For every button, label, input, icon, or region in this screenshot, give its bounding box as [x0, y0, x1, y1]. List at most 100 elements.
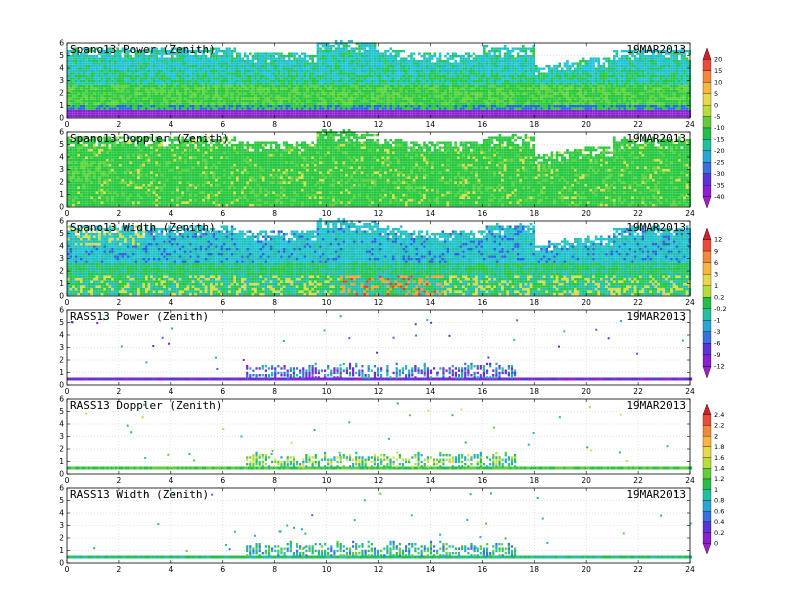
data-cell — [228, 52, 231, 54]
data-cell — [207, 70, 210, 72]
data-cell — [270, 97, 273, 99]
data-cell — [319, 112, 322, 114]
data-cell — [215, 85, 218, 87]
data-cell — [202, 57, 205, 59]
data-cell — [249, 75, 252, 77]
data-cell — [98, 110, 101, 112]
data-cell — [272, 105, 275, 107]
data-cell — [265, 62, 268, 64]
data-cell — [254, 110, 257, 112]
data-cell — [285, 62, 288, 64]
data-cell — [135, 82, 138, 84]
data-cell — [109, 112, 112, 114]
data-cell — [153, 112, 156, 114]
data-cell — [135, 70, 138, 72]
data-cell — [163, 105, 166, 107]
data-cell — [278, 55, 281, 57]
data-cell — [288, 110, 291, 112]
data-cell — [194, 65, 197, 67]
data-cell — [309, 87, 312, 89]
data-cell — [259, 95, 262, 97]
data-cell — [309, 90, 312, 92]
data-cell — [254, 87, 257, 89]
data-cell — [218, 87, 221, 89]
data-cell — [304, 110, 307, 112]
data-cell — [267, 72, 270, 74]
data-cell — [262, 102, 265, 104]
data-cell — [75, 102, 78, 104]
data-cell — [166, 115, 169, 117]
data-cell — [228, 60, 231, 62]
data-cell — [324, 92, 327, 94]
data-cell — [246, 115, 249, 117]
data-cell — [75, 60, 78, 62]
data-cell — [197, 115, 200, 117]
data-cell — [90, 65, 93, 67]
data-cell — [275, 102, 278, 104]
data-cell — [319, 97, 322, 99]
data-cell — [278, 85, 281, 87]
data-cell — [174, 62, 177, 64]
data-cell — [150, 82, 153, 84]
data-cell — [317, 90, 320, 92]
data-cell — [210, 95, 213, 97]
data-cell — [278, 102, 281, 104]
data-cell — [132, 65, 135, 67]
data-cell — [233, 82, 236, 84]
data-cell — [304, 92, 307, 94]
data-cell — [137, 67, 140, 69]
data-cell — [275, 85, 278, 87]
data-cell — [176, 115, 179, 117]
data-cell — [283, 95, 286, 97]
data-cell — [145, 85, 148, 87]
data-cell — [150, 110, 153, 112]
data-cell — [142, 102, 145, 104]
data-cell — [283, 62, 286, 64]
data-cell — [330, 75, 333, 77]
data-cell — [122, 57, 125, 59]
data-cell — [223, 77, 226, 79]
data-cell — [278, 72, 281, 74]
data-cell — [114, 107, 117, 109]
data-cell — [166, 62, 169, 64]
data-cell — [163, 57, 166, 59]
data-cell — [241, 102, 244, 104]
data-cell — [304, 85, 307, 87]
data-cell — [207, 62, 210, 64]
data-cell — [72, 95, 75, 97]
data-cell — [83, 102, 86, 104]
data-cell — [278, 80, 281, 82]
data-cell — [241, 82, 244, 84]
data-cell — [80, 60, 83, 62]
data-cell — [158, 105, 161, 107]
data-cell — [285, 60, 288, 62]
data-cell — [252, 70, 255, 72]
data-cell — [272, 112, 275, 114]
data-cell — [192, 112, 195, 114]
data-cell — [184, 100, 187, 102]
data-cell — [301, 100, 304, 102]
data-cell — [85, 100, 88, 102]
data-cell — [150, 67, 153, 69]
data-cell — [311, 92, 314, 94]
data-cell — [122, 80, 125, 82]
data-cell — [127, 97, 130, 99]
data-cell — [179, 115, 182, 117]
data-cell — [109, 90, 112, 92]
data-cell — [200, 60, 203, 62]
data-cell — [314, 105, 317, 107]
data-cell — [142, 62, 145, 64]
data-cell — [155, 102, 158, 104]
data-cell — [218, 92, 221, 94]
data-cell — [254, 52, 257, 54]
data-cell — [109, 107, 112, 109]
data-cell — [324, 105, 327, 107]
data-cell — [93, 97, 96, 99]
data-cell — [72, 110, 75, 112]
data-cell — [83, 60, 86, 62]
data-cell — [101, 90, 104, 92]
data-cell — [98, 77, 101, 79]
data-cell — [319, 65, 322, 67]
data-cell — [288, 92, 291, 94]
data-cell — [283, 90, 286, 92]
